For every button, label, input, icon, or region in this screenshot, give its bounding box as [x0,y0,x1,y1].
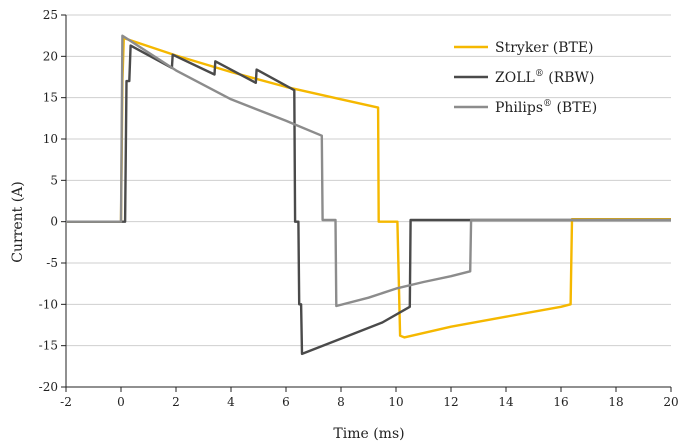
series-line-2 [66,44,671,356]
x-tick-label: 10 [388,395,403,409]
legend-label-3: Philips® (BTE) [495,99,597,116]
x-tick-label: 12 [443,395,458,409]
series-layer [66,34,671,356]
y-tick-label: 0 [50,215,58,229]
x-tick-label: 18 [608,395,623,409]
x-tick-label: 8 [337,395,345,409]
y-tick-label: 10 [43,132,58,146]
y-tick-label: 15 [43,91,58,105]
y-tick-label: 25 [43,8,58,22]
grid [66,14,671,347]
x-tick-label: 14 [498,395,514,409]
legend-label-2: ZOLL® (RBW) [495,69,594,86]
y-tick-label: -10 [39,297,58,311]
y-tick-label: -15 [39,339,58,353]
x-tick-label: -2 [60,395,72,409]
x-tick-label: 4 [227,395,235,409]
series-line-3 [66,34,671,308]
series-line-1 [66,36,671,339]
x-axis-title: Time (ms) [333,426,404,442]
y-tick-label: -20 [39,380,58,394]
axes [61,14,672,392]
x-tick-label: 2 [172,395,180,409]
legend-label-1: Stryker (BTE) [495,40,594,56]
y-axis-title: Current (A) [10,181,26,263]
x-tick-label: 20 [663,395,678,409]
y-tick-label: 20 [43,49,58,63]
x-tick-label: 6 [282,395,290,409]
x-tick-label: 16 [553,395,568,409]
y-tick-label: 5 [50,173,58,187]
y-tick-label: -5 [46,256,58,270]
legend: Stryker (BTE) ZOLL® (RBW) Philips® (BTE) [454,40,597,116]
x-tick-label: 0 [117,395,125,409]
